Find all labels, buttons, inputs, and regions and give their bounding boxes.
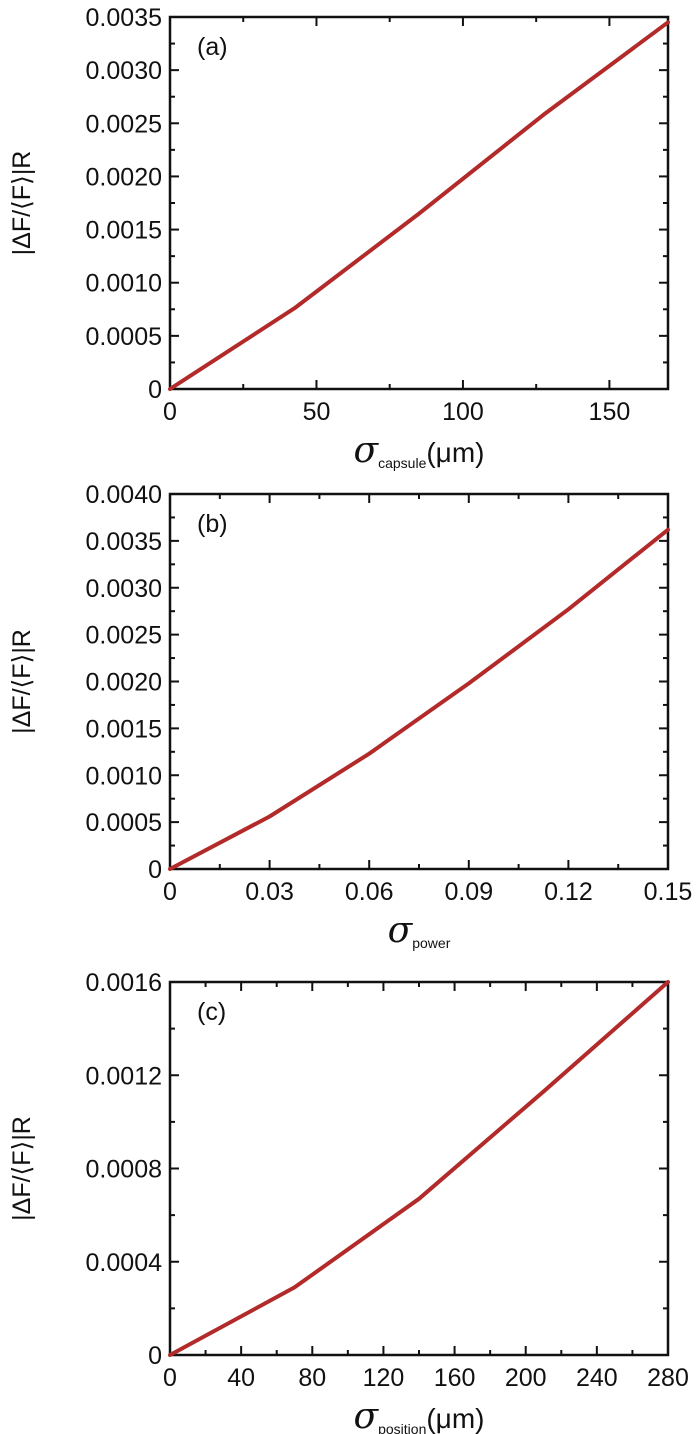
- series-line: [168, 527, 670, 871]
- plot-frame: [168, 980, 670, 1357]
- x-tick-label: 240: [576, 1364, 618, 1392]
- x-tick-label: 0: [163, 398, 177, 426]
- y-tick-label: 0.0025: [86, 622, 162, 650]
- x-axis-subscript: position: [378, 1421, 426, 1434]
- chart-panel-3: 0 40 80 120 160 200 240 280 0 0.0004 0.0008 0.0012 0…: [8, 969, 689, 1434]
- x-tick-label: 200: [505, 1364, 547, 1392]
- x-tick-label: 0.06: [345, 878, 394, 906]
- x-tick-label: 50: [303, 398, 331, 426]
- y-tick-label: 0.0010: [86, 762, 162, 790]
- x-axis-label: σposition(μm): [354, 1396, 485, 1434]
- panel-label: (a): [197, 33, 228, 61]
- y-tick-label: 0.0005: [86, 809, 162, 837]
- y-tick-label: 0.0030: [86, 575, 162, 603]
- y-tick-label: 0.0015: [86, 217, 162, 245]
- y-axis-label: |ΔF/⟨F⟩|R: [8, 629, 36, 734]
- series-line: [168, 20, 670, 391]
- y-tick-label: 0.0005: [86, 323, 162, 351]
- x-tick-label: 0.12: [544, 878, 593, 906]
- x-tick-label: 160: [434, 1364, 476, 1392]
- x-axis-label: σpower: [388, 910, 451, 951]
- x-axis-unit: (μm): [426, 1403, 484, 1434]
- y-tick-label: 0: [148, 856, 162, 884]
- x-axis-symbol: σ: [388, 910, 414, 951]
- y-tick-label: 0.0035: [86, 4, 162, 32]
- y-tick-label: 0.0040: [86, 481, 162, 509]
- y-tick-label: 0.0035: [86, 528, 162, 556]
- y-tick-label: 0.0016: [86, 969, 162, 997]
- panel-label: (b): [197, 510, 228, 538]
- y-tick-label: 0.0025: [86, 110, 162, 138]
- x-tick-label: 40: [227, 1364, 255, 1392]
- y-tick-label: 0.0008: [86, 1156, 162, 1184]
- y-axis-label: |ΔF/⟨F⟩|R: [8, 151, 36, 256]
- x-tick-label: 0.15: [644, 878, 693, 906]
- x-axis-subscript: power: [412, 935, 450, 951]
- x-tick-label: 100: [442, 398, 484, 426]
- x-tick-label: 0.09: [444, 878, 493, 906]
- y-axis-label: |ΔF/⟨F⟩|R: [8, 1116, 36, 1221]
- x-tick-label: 0: [163, 878, 177, 906]
- chart-panel-2: 0 0.03 0.06 0.09 0.12 0.15 0 0.0005 0.0010 0.0015…: [8, 481, 692, 951]
- plot-frame: [168, 492, 670, 871]
- x-axis-label: σcapsule(μm): [354, 430, 485, 471]
- x-axis-symbol: σ: [354, 430, 380, 471]
- x-axis-subscript: capsule: [378, 455, 426, 471]
- x-tick-label: 80: [298, 1364, 326, 1392]
- y-tick-label: 0: [148, 1342, 162, 1370]
- y-tick-label: 0.0020: [86, 163, 162, 191]
- x-tick-label: 0: [163, 1364, 177, 1392]
- x-tick-label: 120: [363, 1364, 405, 1392]
- panel-label: (c): [197, 998, 226, 1026]
- chart-panel-1: 0 50 100 150 0 0.0005 0.0010 0.0015 0.0020 0.0025…: [8, 4, 670, 471]
- series-line: [168, 980, 670, 1357]
- y-tick-label: 0.0015: [86, 715, 162, 743]
- y-tick-label: 0.0012: [86, 1062, 162, 1090]
- x-tick-label: 280: [647, 1364, 689, 1392]
- x-axis-symbol: σ: [354, 1396, 380, 1434]
- x-axis-unit: (μm): [426, 437, 484, 468]
- y-tick-label: 0.0010: [86, 270, 162, 298]
- y-tick-label: 0: [148, 376, 162, 404]
- y-tick-label: 0.0030: [86, 57, 162, 85]
- x-tick-label: 0.03: [245, 878, 294, 906]
- x-tick-label: 150: [589, 398, 631, 426]
- y-tick-label: 0.0004: [86, 1249, 163, 1277]
- plot-frame: [168, 15, 670, 391]
- y-tick-label: 0.0020: [86, 669, 162, 697]
